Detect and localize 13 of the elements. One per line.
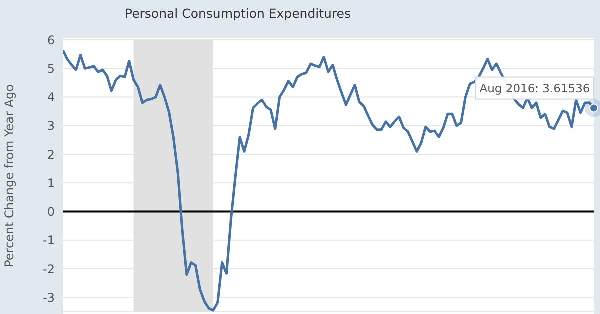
- y-tick-label: -3: [43, 290, 55, 305]
- y-tick-label: 1: [47, 176, 55, 190]
- y-tick-label: 2: [47, 148, 55, 162]
- annotation: Aug 2016: 3.61536: [480, 81, 590, 96]
- y-tick-label: 5: [47, 62, 55, 76]
- y-tick-label: 4: [47, 90, 55, 105]
- y-tick-label: -2: [43, 262, 55, 276]
- y-tick-label: 6: [47, 33, 55, 48]
- y-tick-label: 0: [47, 205, 55, 220]
- y-tick-label: 3: [47, 119, 55, 134]
- chart-title: Personal Consumption Expenditures: [125, 6, 352, 21]
- y-axis-title: Percent Change from Year Ago: [2, 84, 16, 268]
- y-tick-label: -1: [43, 234, 55, 248]
